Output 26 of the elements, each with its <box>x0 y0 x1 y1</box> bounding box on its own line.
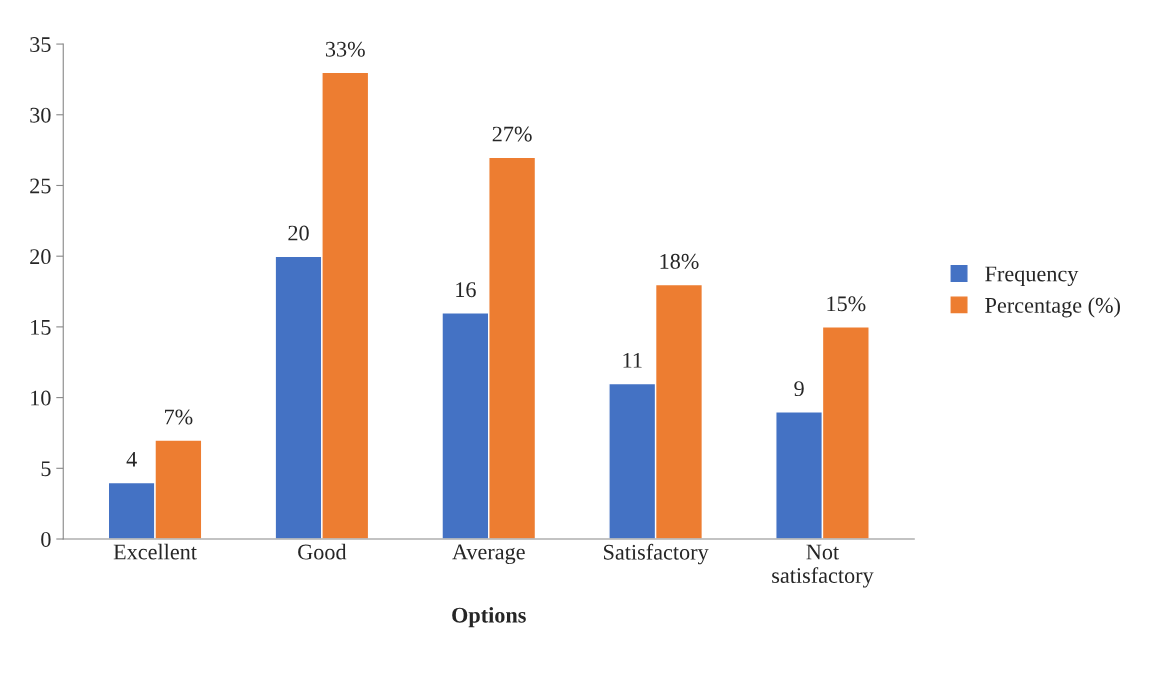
data-label: 15% <box>827 296 866 312</box>
x-tick-label: Satisfactory <box>604 543 709 565</box>
data-label: 33% <box>325 41 365 57</box>
y-tick-label: 10 <box>31 390 51 406</box>
data-label: 7% <box>165 409 193 425</box>
data-label: 11 <box>623 352 642 368</box>
data-label: 18% <box>660 253 699 269</box>
x-tick-label: Average <box>452 544 525 565</box>
legend-label: Frequency <box>985 266 1079 286</box>
x-axis-title: Options <box>452 607 526 628</box>
y-tick-label: 0 <box>41 531 51 547</box>
data-label: 4 <box>126 451 137 467</box>
x-tick-label: Not satisfactory <box>772 544 874 588</box>
y-tick-label: 20 <box>30 249 51 265</box>
data-label: 20 <box>288 225 309 241</box>
data-label: 16 <box>456 282 476 298</box>
legend-label: Percentage (%) <box>985 297 1120 318</box>
y-tick-label: 25 <box>30 178 51 194</box>
y-tick-label: 30 <box>30 107 51 123</box>
data-label: 9 <box>794 381 804 397</box>
y-tick-label: 15 <box>31 319 51 335</box>
y-tick-label: 5 <box>41 461 51 477</box>
x-tick-label: Good <box>298 543 347 560</box>
x-tick-label: Excellent <box>113 543 197 560</box>
y-tick-label: 35 <box>30 37 51 52</box>
data-label: 27% <box>492 126 532 142</box>
